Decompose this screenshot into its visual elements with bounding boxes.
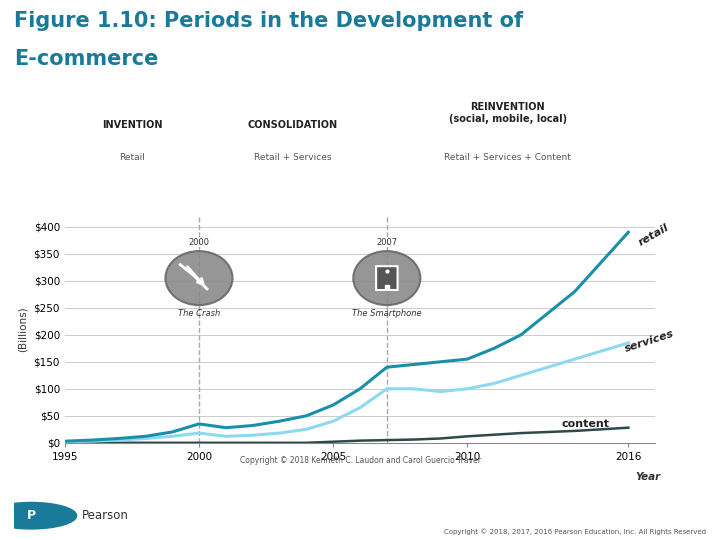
Text: Retail: Retail [119, 153, 145, 162]
Text: The Crash: The Crash [178, 309, 220, 318]
FancyBboxPatch shape [376, 266, 397, 290]
Text: content: content [562, 419, 609, 429]
Text: P: P [27, 509, 36, 522]
Circle shape [0, 502, 76, 529]
Text: 2007: 2007 [377, 238, 397, 247]
Text: 2000: 2000 [189, 238, 210, 247]
Text: The Smartphone: The Smartphone [352, 309, 422, 318]
Text: Figure 1.10: Periods in the Development of: Figure 1.10: Periods in the Development … [14, 11, 523, 31]
Y-axis label: (Billions): (Billions) [18, 307, 28, 352]
Text: retail: retail [636, 222, 670, 248]
Text: Year: Year [635, 472, 660, 483]
Text: E-commerce: E-commerce [14, 49, 159, 69]
Ellipse shape [166, 251, 233, 305]
Text: Retail + Services: Retail + Services [254, 153, 332, 162]
Text: INVENTION: INVENTION [102, 119, 162, 130]
Ellipse shape [354, 251, 420, 305]
Text: CONSOLIDATION: CONSOLIDATION [248, 119, 338, 130]
Text: REINVENTION
(social, mobile, local): REINVENTION (social, mobile, local) [449, 102, 567, 124]
Text: Retail + Services + Content: Retail + Services + Content [444, 153, 571, 162]
Text: Copyright © 2018, 2017, 2016 Pearson Education, Inc. All Rights Reserved: Copyright © 2018, 2017, 2016 Pearson Edu… [444, 528, 706, 535]
Text: services: services [623, 328, 675, 354]
Text: Pearson: Pearson [82, 509, 129, 522]
Text: Copyright © 2018 Kenneth C. Laudon and Carol Guercio Traver: Copyright © 2018 Kenneth C. Laudon and C… [240, 456, 480, 465]
